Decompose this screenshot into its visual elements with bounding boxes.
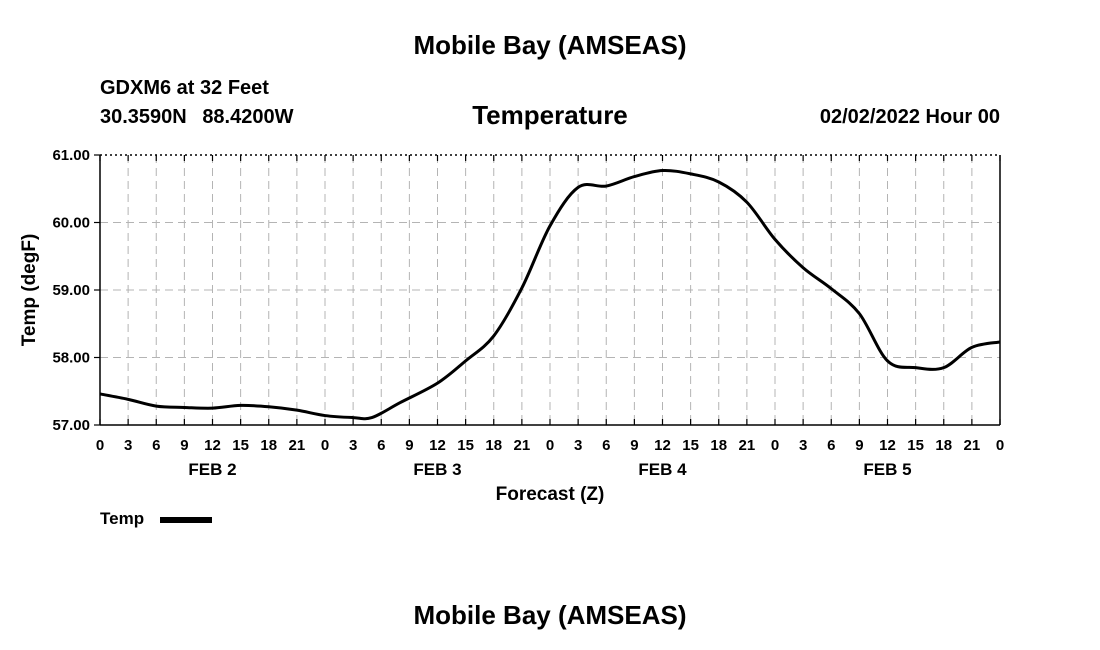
legend-swatch (160, 517, 212, 523)
x-tick-label: 6 (152, 437, 160, 454)
x-tick-label: 12 (429, 437, 446, 454)
day-label: FEB 3 (413, 460, 461, 479)
x-tick-label: 3 (124, 437, 132, 454)
y-tick-label: 57.00 (52, 417, 90, 434)
x-tick-label: 12 (654, 437, 671, 454)
x-tick-label: 21 (964, 437, 981, 454)
day-label: FEB 5 (863, 460, 911, 479)
x-tick-label: 3 (799, 437, 807, 454)
footer-title: Mobile Bay (AMSEAS) (413, 600, 687, 630)
x-tick-label: 15 (457, 437, 474, 454)
x-tick-label: 18 (260, 437, 277, 454)
x-axis-label: Forecast (Z) (496, 484, 605, 505)
x-tick-label: 18 (935, 437, 952, 454)
y-axis-label: Temp (degF) (19, 234, 40, 347)
x-tick-label: 21 (514, 437, 531, 454)
x-tick-label: 3 (349, 437, 357, 454)
x-tick-label: 9 (405, 437, 413, 454)
station-label: GDXM6 at 32 Feet (100, 77, 269, 99)
x-tick-label: 15 (232, 437, 249, 454)
x-tick-label: 0 (96, 437, 104, 454)
x-tick-label: 9 (180, 437, 188, 454)
y-tick-label: 59.00 (52, 282, 90, 299)
x-tick-label: 6 (377, 437, 385, 454)
x-tick-label: 15 (907, 437, 924, 454)
x-tick-label: 3 (574, 437, 582, 454)
forecast-timestamp: 02/02/2022 Hour 00 (819, 106, 1000, 128)
x-tick-label: 18 (710, 437, 727, 454)
x-tick-label: 0 (546, 437, 554, 454)
x-tick-label: 9 (630, 437, 638, 454)
legend-label: Temp (100, 509, 145, 528)
temp-series-line (99, 168, 1001, 421)
x-tick-label: 6 (827, 437, 835, 454)
x-tick-label: 18 (485, 437, 502, 454)
x-tick-label: 15 (682, 437, 699, 454)
y-tick-label: 60.00 (52, 215, 90, 232)
page-title: Mobile Bay (AMSEAS) (413, 30, 687, 60)
day-label: FEB 2 (188, 460, 236, 479)
y-tick-label: 58.00 (52, 350, 90, 367)
x-tick-label: 0 (771, 437, 779, 454)
x-tick-label: 12 (879, 437, 896, 454)
latitude-label: 30.3590N (100, 106, 187, 128)
coordinates: 30.3590N 88.4200W (100, 106, 293, 129)
day-label: FEB 4 (638, 460, 687, 479)
chart-title: Temperature (472, 100, 628, 130)
longitude-label: 88.4200W (202, 106, 294, 128)
y-tick-label: 61.00 (52, 147, 90, 164)
x-tick-label: 21 (739, 437, 756, 454)
x-tick-label: 0 (321, 437, 329, 454)
x-tick-label: 21 (289, 437, 306, 454)
x-tick-label: 9 (855, 437, 863, 454)
x-tick-label: 0 (996, 437, 1004, 454)
x-tick-label: 12 (204, 437, 221, 454)
x-tick-label: 6 (602, 437, 610, 454)
